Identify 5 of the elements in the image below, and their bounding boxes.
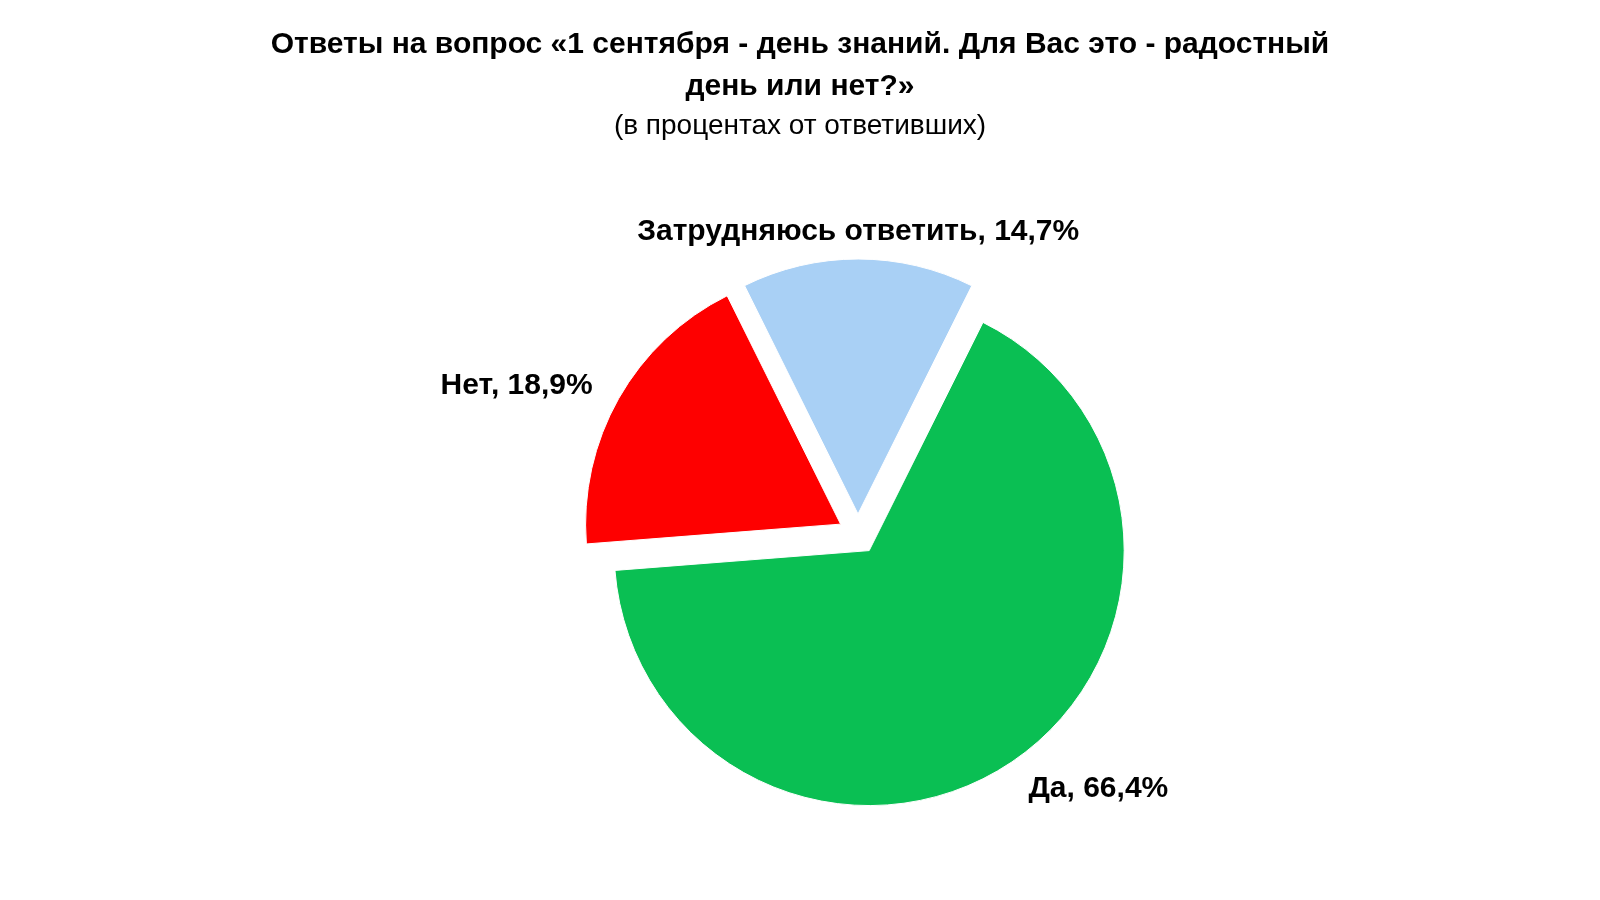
- chart-subtitle: (в процентах от ответивших): [613, 108, 987, 142]
- slice-label: Затрудняюсь ответить, 14,7%: [637, 212, 1080, 246]
- chart-title: Ответы на вопрос «1 сентября - день знаний. Для Вас это - радостный день или нет?»: [269, 25, 1331, 103]
- slice-label: Да, 66,4%: [1028, 770, 1169, 804]
- slice-label: Нет, 18,9%: [440, 367, 593, 401]
